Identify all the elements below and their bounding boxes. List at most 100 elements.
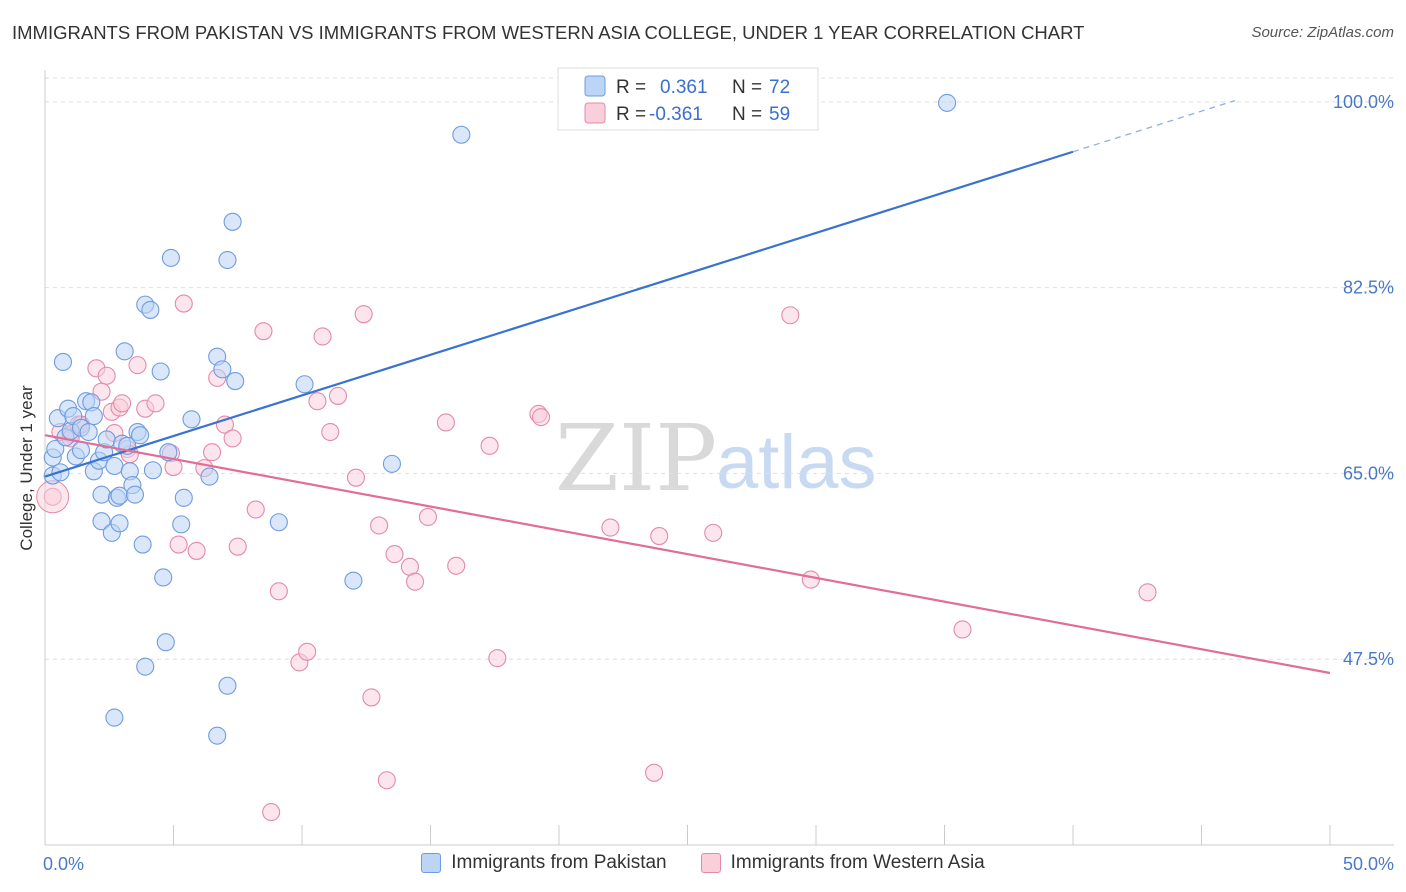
pakistan-point — [141, 300, 160, 319]
legend-swatch-western-asia — [584, 102, 606, 124]
pakistan-point — [161, 248, 180, 267]
pakistan-point — [452, 125, 471, 144]
pakistan-point — [218, 676, 237, 695]
bottom-legend-swatch-pakistan — [421, 853, 442, 873]
pakistan-point — [938, 93, 957, 112]
western-asia-point — [704, 523, 723, 542]
western-asia-point — [308, 392, 327, 411]
western-asia-point — [97, 366, 116, 385]
western-asia-point — [354, 305, 373, 324]
pakistan-point — [92, 485, 111, 504]
western-asia-point — [174, 294, 193, 313]
pakistan-point — [218, 250, 237, 270]
pakistan-point — [125, 485, 144, 504]
western-asia-point — [254, 322, 273, 341]
pakistan-point — [133, 535, 152, 554]
tick-labels: 47.5% 65.0% 82.5% 100.0% 0.0% 50.0% — [43, 92, 1394, 874]
western-asia-trend-line — [44, 434, 1331, 675]
legend-n-value-1: 72 — [769, 77, 790, 98]
bottom-legend-item-western-asia: Immigrants from Western Asia — [700, 852, 985, 874]
western-asia-point — [262, 803, 281, 822]
western-asia-point — [313, 327, 332, 346]
pakistan-point — [131, 426, 150, 445]
pakistan-point — [84, 407, 103, 426]
western-asia-point — [406, 572, 425, 591]
pakistan-point — [223, 212, 242, 231]
pakistan-point — [92, 512, 111, 531]
western-asia-point — [370, 516, 389, 535]
western-asia-point — [447, 556, 466, 575]
grid-lines — [45, 77, 1394, 660]
top-legend: R = 0.361 N = 72 R = -0.361 N = 59 — [557, 67, 819, 131]
pakistan-trend-line — [44, 150, 1074, 478]
pakistan-point — [213, 360, 232, 379]
bottom-legend-swatch-western-asia — [700, 853, 721, 873]
western-asia-point — [346, 468, 366, 487]
pakistan-point — [105, 456, 124, 476]
pakistan-point — [174, 488, 193, 507]
y-tick-label: 82.5% — [1343, 278, 1394, 298]
pakistan-point — [182, 410, 201, 429]
legend-n-value-2: 59 — [769, 104, 790, 125]
western-asia-point — [269, 582, 288, 601]
pakistan-point — [208, 726, 227, 745]
western-asia-point — [223, 429, 242, 448]
pakistan-trend-extension — [1072, 99, 1236, 153]
western-asia-point — [645, 763, 664, 782]
legend-r-label-1: R = — [616, 77, 646, 98]
western-asia-point — [321, 422, 340, 442]
western-asia-point — [328, 386, 348, 405]
bottom-legend: Immigrants from Pakistan Immigrants from… — [0, 852, 1406, 874]
series-western-asia-points — [36, 294, 1157, 822]
pakistan-point — [79, 422, 98, 442]
pakistan-point — [156, 633, 175, 652]
y-tick-label: 100.0% — [1333, 92, 1394, 112]
pakistan-point — [71, 441, 91, 460]
western-asia-point — [801, 570, 820, 589]
western-asia-point — [246, 500, 265, 519]
legend-n-label-2: N = — [732, 104, 762, 125]
pakistan-point — [200, 467, 219, 486]
western-asia-point — [480, 436, 499, 455]
western-asia-point — [203, 443, 222, 462]
western-asia-point — [436, 413, 455, 432]
western-asia-point-large — [36, 480, 70, 514]
watermark-atlas: atlas — [716, 420, 877, 505]
pakistan-point — [154, 568, 173, 587]
western-asia-point — [298, 642, 317, 661]
western-asia-point — [146, 394, 165, 413]
bottom-legend-item-pakistan: Immigrants from Pakistan — [421, 852, 667, 874]
western-asia-point — [601, 518, 620, 537]
source-credit: Source: ZipAtlas.com — [1251, 24, 1394, 41]
western-asia-point — [113, 394, 132, 413]
pakistan-point — [136, 657, 155, 676]
pakistan-point — [226, 372, 245, 391]
pakistan-point — [143, 461, 162, 480]
bottom-legend-label-pakistan: Immigrants from Pakistan — [451, 852, 667, 873]
pakistan-point — [105, 708, 124, 727]
western-asia-point — [650, 527, 669, 546]
pakistan-point — [115, 342, 134, 361]
pakistan-point — [295, 375, 314, 394]
pakistan-point — [382, 454, 402, 473]
chart-title: IMMIGRANTS FROM PAKISTAN VS IMMIGRANTS F… — [12, 22, 1085, 43]
x-tick-label-max: 50.0% — [1343, 854, 1394, 874]
legend-n-label-1: N = — [732, 77, 762, 98]
western-asia-point — [781, 306, 800, 325]
pakistan-point — [344, 571, 363, 590]
pakistan-point — [172, 515, 191, 534]
western-asia-point — [488, 649, 507, 668]
x-tick-label-min: 0.0% — [43, 854, 84, 874]
pakistan-point — [151, 362, 170, 381]
western-asia-point — [953, 620, 972, 639]
pakistan-point — [46, 439, 65, 459]
pakistan-point — [110, 514, 129, 533]
pakistan-point — [269, 513, 288, 532]
bottom-legend-label-western-asia: Immigrants from Western Asia — [730, 852, 985, 873]
watermark-zip: ZIP — [555, 405, 717, 512]
legend-r-value-2: -0.361 — [649, 104, 703, 125]
western-asia-point — [128, 356, 147, 375]
western-asia-point — [362, 688, 381, 707]
legend-r-value-1: 0.361 — [660, 77, 708, 98]
